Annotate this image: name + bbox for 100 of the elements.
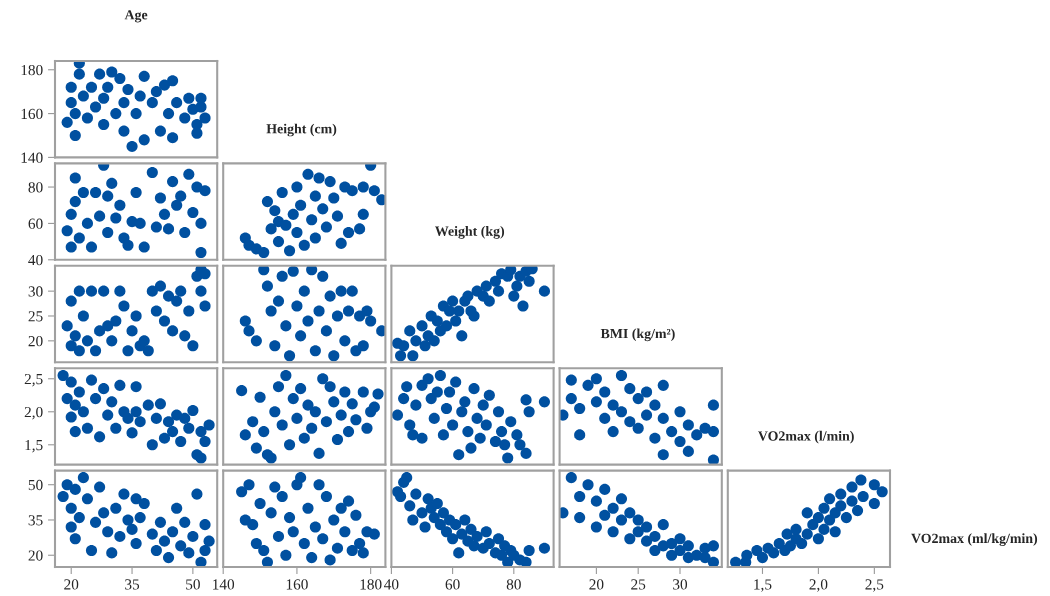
point [465, 442, 477, 454]
point [258, 426, 270, 438]
point [110, 315, 122, 327]
point [590, 396, 602, 408]
point [69, 330, 81, 342]
point [666, 537, 678, 550]
point [187, 530, 199, 542]
point [306, 552, 318, 564]
x-tick-label: 40 [384, 579, 399, 590]
point [69, 483, 81, 495]
point [291, 300, 303, 312]
point [284, 245, 296, 257]
point [465, 523, 477, 535]
point [511, 429, 523, 441]
point [85, 285, 98, 297]
point [167, 526, 179, 538]
point [258, 265, 270, 276]
point [335, 237, 347, 249]
point [346, 544, 358, 557]
point [372, 388, 384, 400]
point [440, 526, 453, 538]
point [574, 490, 586, 503]
point [317, 373, 329, 385]
point [313, 305, 325, 317]
point [471, 412, 483, 424]
point [138, 497, 150, 510]
point [483, 295, 495, 307]
point [624, 416, 636, 428]
point [81, 493, 93, 505]
point [852, 505, 864, 517]
point [431, 386, 443, 398]
point [410, 399, 422, 411]
point [607, 526, 619, 538]
point [114, 530, 126, 542]
point [574, 402, 586, 415]
point [607, 399, 619, 411]
point [106, 547, 118, 559]
point [73, 512, 85, 524]
point [361, 305, 373, 317]
point [342, 305, 355, 317]
point [298, 537, 310, 550]
point [158, 535, 171, 547]
point [146, 166, 158, 179]
point [306, 422, 318, 434]
point [98, 383, 110, 395]
point [146, 97, 158, 109]
point [154, 516, 166, 528]
point [483, 537, 495, 550]
point [335, 502, 347, 514]
point [309, 190, 321, 202]
point [502, 452, 514, 464]
point [437, 429, 449, 441]
point [565, 472, 577, 484]
chart-title: Age [124, 10, 148, 23]
point [150, 221, 162, 233]
point [350, 509, 362, 521]
point [258, 246, 270, 259]
point [846, 495, 858, 507]
x-tick-label: 160 [286, 579, 308, 590]
point [250, 442, 262, 454]
point [57, 369, 69, 382]
point [106, 177, 118, 189]
point [195, 452, 207, 464]
point [425, 393, 437, 405]
point [102, 226, 114, 239]
y-tick-label: 20 [28, 335, 43, 347]
point [298, 432, 310, 444]
point [302, 315, 314, 327]
point [261, 280, 273, 292]
point [261, 196, 273, 208]
point [247, 519, 259, 531]
point [98, 118, 110, 131]
point [313, 447, 325, 459]
point [682, 419, 694, 431]
point [453, 305, 465, 317]
point [130, 108, 142, 120]
x-tick-label: 180 [360, 579, 382, 590]
point [122, 514, 134, 526]
point [320, 325, 332, 337]
point [440, 402, 453, 415]
point [276, 419, 288, 431]
point [523, 275, 535, 287]
point [699, 422, 711, 434]
point [195, 285, 207, 297]
point [183, 92, 195, 104]
y-tick-label: 25 [28, 311, 43, 322]
point [85, 241, 98, 253]
point [130, 406, 142, 418]
y-axis-title: VO2max (l/min) [758, 430, 854, 444]
point [320, 490, 332, 503]
point [236, 385, 248, 397]
point [657, 379, 669, 391]
point [682, 540, 694, 552]
point [69, 172, 81, 184]
point [790, 523, 802, 535]
point [73, 345, 85, 357]
point [331, 310, 344, 322]
point [320, 416, 332, 428]
point [376, 194, 386, 206]
point [236, 486, 248, 498]
